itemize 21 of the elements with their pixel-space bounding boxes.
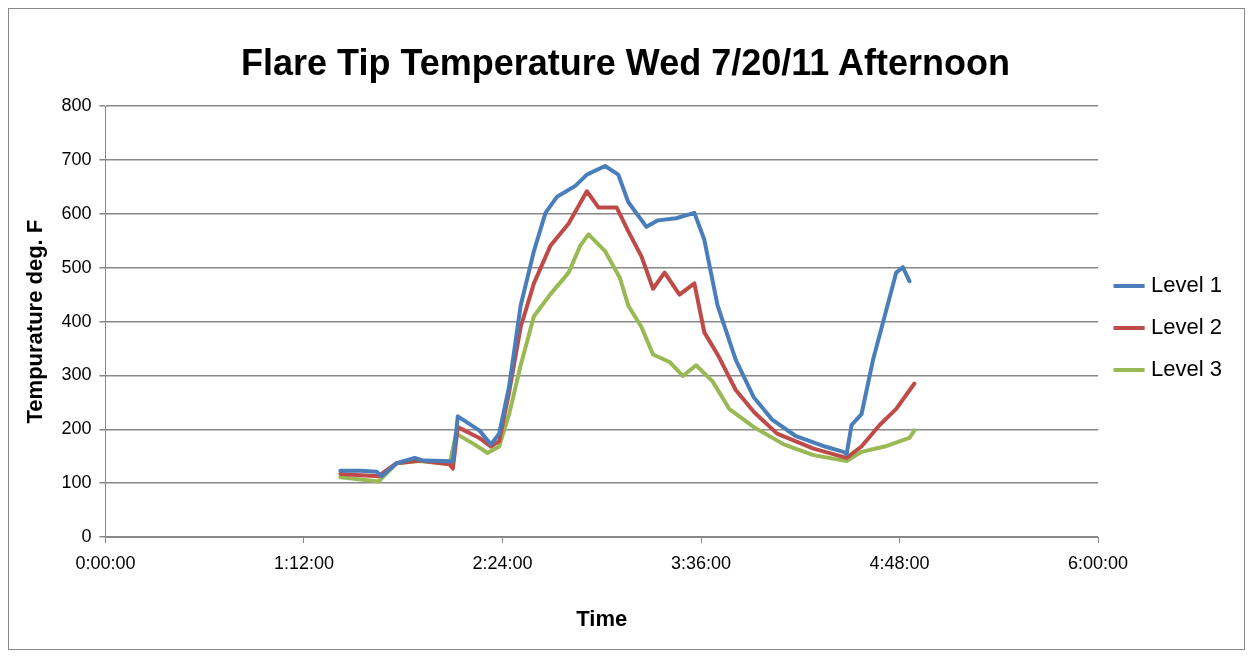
y-tick-label: 700: [61, 149, 92, 170]
x-tick-label: 6:00:00: [1068, 552, 1129, 573]
y-tick-label: 300: [61, 364, 92, 385]
x-axis-title: Time: [576, 605, 628, 631]
y-tick-label: 400: [61, 310, 92, 331]
y-tick-label: 0: [81, 525, 92, 546]
y-tick-label: 800: [61, 95, 92, 116]
legend-label: Level 3: [1151, 356, 1223, 382]
y-tick-label: 500: [61, 256, 92, 277]
legend-label: Level 1: [1151, 272, 1223, 298]
y-tick-label: 200: [61, 418, 92, 439]
legend-label: Level 2: [1151, 314, 1223, 340]
x-tick-label: 0:00:00: [75, 552, 136, 573]
x-tick-label: 4:48:00: [869, 552, 930, 573]
chart-title: Flare Tip Temperature Wed 7/20/11 Afternoon: [241, 41, 1010, 83]
x-tick-label: 3:36:00: [670, 552, 732, 573]
y-tick-label: 600: [61, 202, 92, 223]
y-axis-title: Tempurature deg. F: [22, 219, 48, 424]
x-tick-label: 1:12:00: [273, 552, 334, 573]
x-tick-label: 2:24:00: [472, 552, 533, 573]
y-tick-label: 100: [61, 472, 92, 493]
